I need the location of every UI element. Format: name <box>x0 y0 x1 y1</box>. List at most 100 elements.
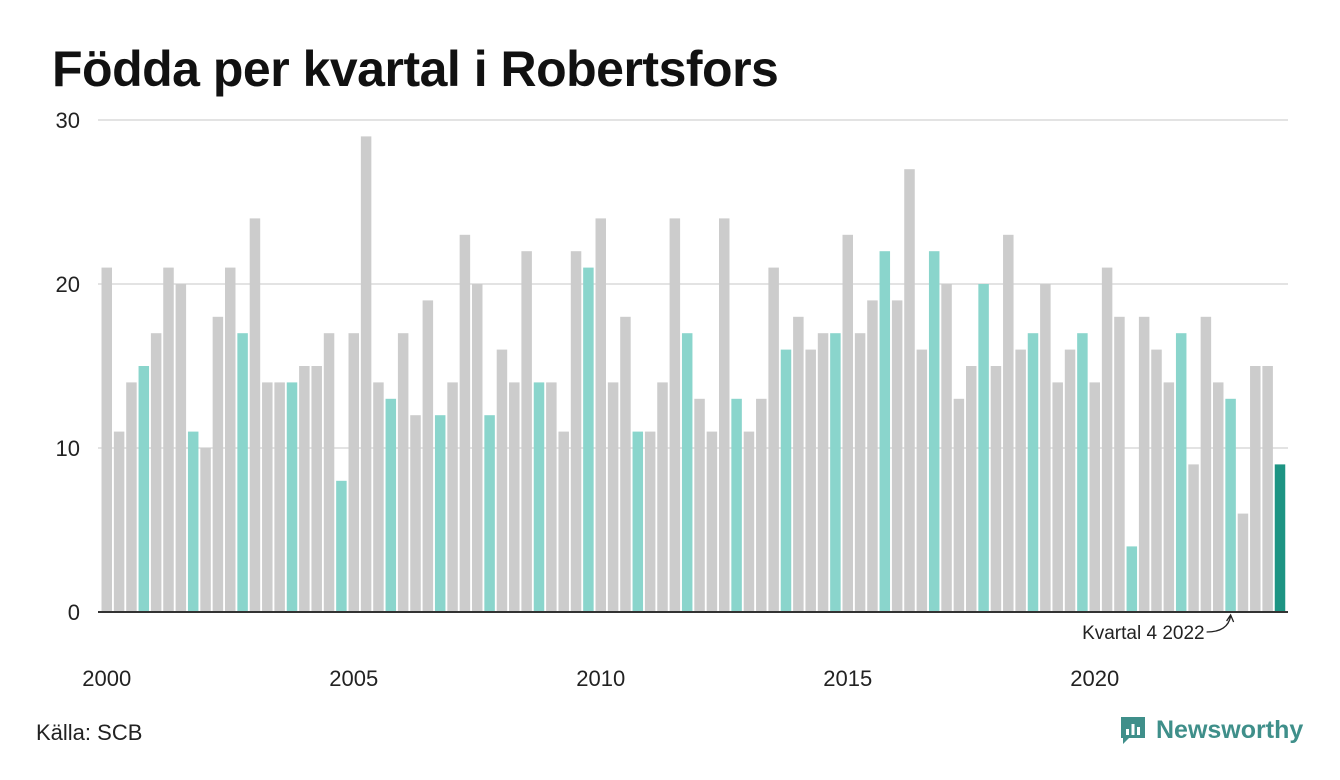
newsworthy-logo[interactable]: Newsworthy <box>1118 714 1303 746</box>
bar-2021-q3 <box>1163 382 1175 612</box>
bar-2021-q1 <box>1138 316 1150 612</box>
bar-2006-q4 <box>434 415 446 612</box>
bar-2005-q3 <box>373 382 384 612</box>
bar-2002-q4 <box>237 333 248 612</box>
bar-2016-q1 <box>891 300 903 612</box>
bar-2005-q1 <box>348 333 359 612</box>
bar-2004-q3 <box>323 333 335 612</box>
bar-2019-q4 <box>1077 333 1088 612</box>
bar-2010-q4 <box>632 431 644 612</box>
bar-2011-q3 <box>669 218 681 612</box>
bar-2023-q3 <box>1262 366 1273 612</box>
bar-2013-q2 <box>756 398 767 612</box>
bar-2003-q3 <box>274 382 285 612</box>
bar-2003-q2 <box>262 382 273 612</box>
bar-2002-q3 <box>225 267 236 612</box>
source-label: Källa: SCB <box>36 720 143 745</box>
bar-2013-q1 <box>743 431 755 612</box>
bar-2014-q4 <box>830 333 841 612</box>
bar-2007-q2 <box>459 234 471 613</box>
chart-title: Födda per kvartal i Robertsfors <box>52 41 779 97</box>
bar-2009-q4 <box>583 267 594 612</box>
bar-2022-q3 <box>1213 382 1224 612</box>
bar-2017-q3 <box>966 366 977 612</box>
bar-2002-q1 <box>200 448 211 612</box>
bar-2006-q3 <box>422 300 434 612</box>
bar-2010-q2 <box>607 382 619 612</box>
bar-2021-q2 <box>1151 349 1162 612</box>
bar-2007-q1 <box>447 382 458 612</box>
bar-2003-q4 <box>286 382 298 612</box>
bar-2010-q3 <box>620 316 631 612</box>
bar-2013-q3 <box>768 267 779 612</box>
bar-2012-q2 <box>706 431 718 612</box>
x-tick-label: 2005 <box>329 666 378 691</box>
bar-2008-q2 <box>509 382 520 612</box>
x-tick-label: 2010 <box>576 666 625 691</box>
bar-2000-q4 <box>138 366 150 612</box>
bar-2015-q4 <box>879 251 891 612</box>
bar-2012-q3 <box>719 218 730 612</box>
x-axis-ticks: 2000 2005 2010 2015 2020 <box>82 666 1119 691</box>
newsworthy-logo-icon <box>1121 717 1145 744</box>
bar-2008-q1 <box>496 349 508 612</box>
bar-2009-q1 <box>546 382 557 612</box>
bar-2020-q2 <box>1101 267 1113 612</box>
bar-2014-q3 <box>817 333 829 612</box>
bars <box>101 136 1286 613</box>
annotation-arrow <box>1206 613 1235 633</box>
bar-2001-q3 <box>175 284 187 612</box>
bar-2020-q4 <box>1126 546 1138 612</box>
bar-2015-q2 <box>854 333 866 612</box>
x-tick-label: 2015 <box>823 666 872 691</box>
bar-2003-q1 <box>249 218 261 612</box>
x-tick-label: 2020 <box>1070 666 1119 691</box>
y-tick-label: 20 <box>56 272 80 297</box>
bar-2009-q3 <box>570 251 582 612</box>
bar-2019-q1 <box>1040 284 1051 612</box>
bar-2007-q4 <box>484 415 495 612</box>
bar-2000-q1 <box>101 267 112 612</box>
annotation-label: Kvartal 4 2022 <box>1082 623 1205 644</box>
bar-2023-q4 <box>1274 464 1286 612</box>
bar-2001-q2 <box>163 267 174 612</box>
bar-2016-q2 <box>904 169 915 612</box>
bar-2023-q2 <box>1250 366 1261 612</box>
bar-2000-q3 <box>126 382 137 612</box>
bar-2008-q3 <box>521 251 532 612</box>
bar-2006-q1 <box>397 333 409 612</box>
bar-2001-q1 <box>150 333 162 612</box>
bar-2011-q1 <box>644 431 656 612</box>
bar-2002-q2 <box>212 316 224 612</box>
bar-2022-q1 <box>1188 464 1199 612</box>
bar-2016-q3 <box>916 349 928 612</box>
y-tick-label: 0 <box>68 600 80 625</box>
bar-2021-q4 <box>1175 333 1187 612</box>
bar-2006-q2 <box>410 415 421 612</box>
bar-2004-q1 <box>299 366 310 612</box>
bar-2017-q1 <box>941 284 952 612</box>
annotation: Kvartal 4 2022 <box>1082 613 1235 644</box>
bar-2022-q2 <box>1200 316 1212 612</box>
bar-2000-q2 <box>113 431 125 612</box>
bar-2004-q2 <box>311 366 322 612</box>
bar-2010-q1 <box>595 218 606 612</box>
newsworthy-logo-text: Newsworthy <box>1156 715 1304 744</box>
bar-2020-q3 <box>1114 316 1125 612</box>
bar-2001-q4 <box>187 431 199 612</box>
y-tick-label: 30 <box>56 108 80 133</box>
bar-2018-q2 <box>1003 234 1014 613</box>
y-tick-label: 10 <box>56 436 80 461</box>
bar-2022-q4 <box>1225 398 1236 612</box>
bar-2014-q1 <box>793 316 804 612</box>
bar-2011-q4 <box>681 333 693 612</box>
bar-2007-q3 <box>472 284 483 612</box>
bar-2020-q1 <box>1089 382 1100 612</box>
bar-2023-q1 <box>1237 513 1249 612</box>
bar-2008-q4 <box>533 382 545 612</box>
bar-2016-q4 <box>928 251 940 612</box>
bar-2015-q1 <box>842 234 853 613</box>
bar-2017-q2 <box>953 398 965 612</box>
bar-2012-q4 <box>731 398 742 612</box>
